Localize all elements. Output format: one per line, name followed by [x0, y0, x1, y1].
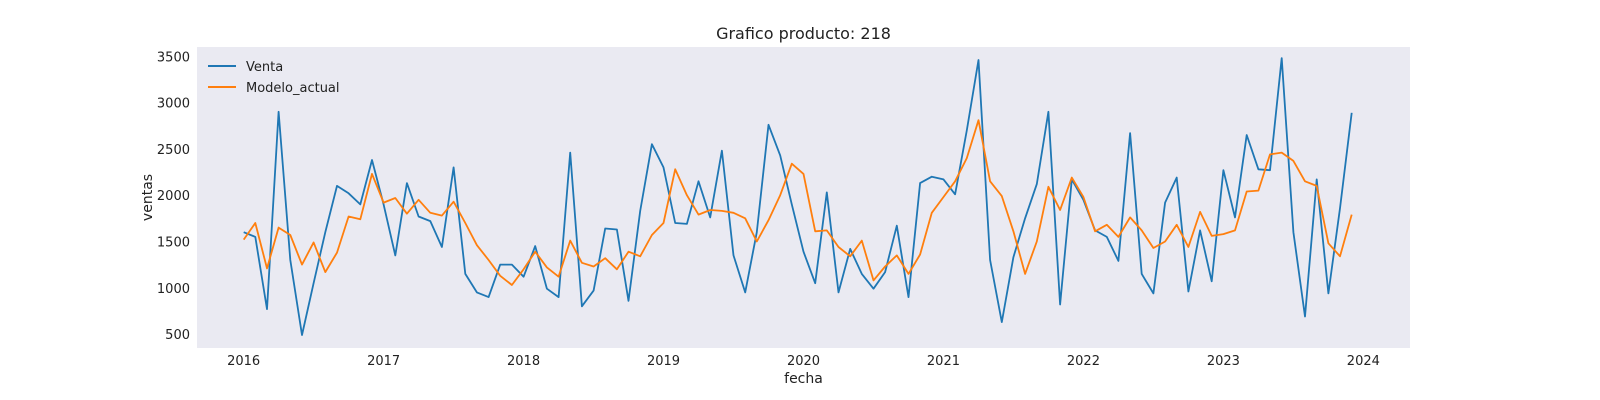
- chart-title: Grafico producto: 218: [716, 24, 891, 43]
- y-tick-label: 2500: [157, 143, 190, 158]
- x-tick-label: 2022: [1067, 354, 1100, 369]
- y-tick-label: 500: [165, 328, 190, 343]
- x-tick-label: 2018: [507, 354, 540, 369]
- y-tick-label: 3500: [157, 50, 190, 65]
- legend: Venta Modelo_actual: [208, 60, 340, 96]
- y-axis-label: ventas: [140, 174, 156, 221]
- y-tick-label: 3000: [157, 97, 190, 112]
- x-tick-label: 2017: [367, 354, 400, 369]
- x-tick-label: 2020: [787, 354, 820, 369]
- y-tick-label: 2000: [157, 189, 190, 204]
- legend-label: Modelo_actual: [246, 81, 340, 96]
- x-axis-label: fecha: [784, 371, 823, 387]
- y-tick-label: 1000: [157, 282, 190, 297]
- series-line-modelo-actual: [242, 119, 1353, 286]
- legend-label: Venta: [246, 60, 283, 75]
- x-axis: 2016 2017 2018 2019 2020 2021 2022 2023 2024: [227, 354, 1380, 369]
- x-tick-label: 2019: [647, 354, 680, 369]
- series-lines: [242, 57, 1353, 336]
- y-axis: 500 1000 1500 2000 2500 3000 3500: [157, 50, 190, 343]
- x-tick-label: 2016: [227, 354, 260, 369]
- x-tick-label: 2021: [927, 354, 960, 369]
- plot-area: [197, 47, 1410, 348]
- series-line-venta: [243, 57, 1353, 336]
- x-tick-label: 2023: [1207, 354, 1240, 369]
- y-tick-label: 1500: [157, 235, 190, 250]
- x-tick-label: 2024: [1347, 354, 1380, 369]
